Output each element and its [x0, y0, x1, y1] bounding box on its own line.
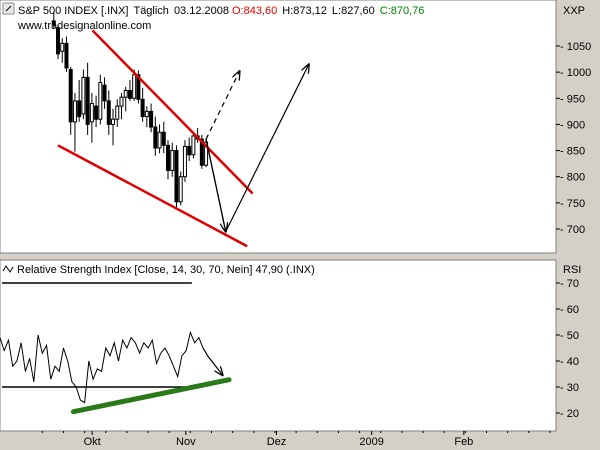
candle-body	[77, 100, 82, 118]
candle-body	[111, 118, 116, 125]
price-tick-label: - 900	[560, 119, 585, 131]
candle-body	[178, 176, 183, 203]
time-x-axis: Okt Nov Dez 2009 Feb	[41, 431, 551, 448]
candle-body	[123, 89, 128, 98]
rsi-tick-label: - 60	[560, 304, 579, 316]
rsi-tick-label: - 70	[560, 278, 579, 290]
price-header-low: L:827,60	[332, 5, 375, 17]
candle-body	[170, 150, 175, 171]
candle-body	[72, 100, 77, 123]
price-y-axis: - 700 - 750 - 800 - 850 - 900 - 950 - 1000 - 10…	[555, 0, 591, 253]
x-tick-label: Feb	[454, 436, 473, 448]
candle-body	[144, 110, 149, 118]
rsi-tick-label: - 20	[560, 408, 579, 420]
price-tick-label: - 850	[560, 146, 585, 158]
price-header: S&P 500 INDEX [.INX] Täglich 03.12.2008 O:8…	[18, 5, 424, 17]
candle-body	[98, 82, 103, 120]
candle-body	[191, 135, 196, 156]
x-tick-label: 2009	[359, 436, 383, 448]
candle-body	[182, 145, 187, 178]
price-tick-label: - 1050	[560, 41, 591, 53]
candle-body	[106, 100, 111, 125]
candle-body	[94, 105, 99, 120]
candle-body	[174, 150, 179, 203]
rsi-line	[0, 330, 204, 404]
watermark: www.tradesignalonline.com	[17, 20, 151, 32]
candle-body	[127, 89, 132, 99]
price-header-date: 03.12.2008	[174, 5, 229, 17]
candle-body	[166, 144, 171, 171]
rsi-tick-label: - 30	[560, 382, 579, 394]
x-tick-label: Nov	[176, 436, 196, 448]
rsi-tick-label: - 40	[560, 356, 579, 368]
candle-body	[64, 42, 69, 69]
candle-body	[204, 141, 209, 166]
rsi-series	[0, 282, 232, 415]
candle-body	[115, 105, 120, 120]
price-header-high: H:873,12	[282, 5, 327, 17]
candle-body	[119, 96, 124, 107]
price-header-close: C:870,76	[380, 5, 425, 17]
rsi-y-axis: - 20 - 30 - 40 - 50 - 60 - 70	[555, 260, 579, 431]
x-tick-label: Dez	[267, 436, 287, 448]
price-tick-label: - 700	[560, 224, 585, 236]
price-tick-label: - 750	[560, 198, 585, 210]
rsi-header: Relative Strength Index [Close, 14, 30, …	[17, 264, 315, 276]
candlestick-series	[51, 12, 209, 209]
candle-body	[51, 20, 56, 26]
price-tick-label: - 1000	[560, 67, 591, 79]
price-tick-label: - 950	[560, 93, 585, 105]
candle-body	[153, 126, 158, 149]
forecast-arrow-leg	[205, 138, 226, 232]
price-tick-label: - 800	[560, 172, 585, 184]
price-pane-marker-icon	[2, 2, 15, 15]
candle-body	[60, 42, 65, 52]
rsi-axis-label: RSI	[563, 264, 581, 276]
channel-line	[57, 144, 248, 248]
candle-body	[136, 74, 141, 100]
candle-body	[187, 145, 192, 156]
candle-body	[56, 27, 61, 55]
candle-body	[157, 131, 162, 149]
rsi-pane-marker-icon	[2, 265, 14, 273]
candle-body	[140, 98, 145, 118]
candle-body	[132, 74, 137, 99]
candle-body	[85, 76, 90, 125]
price-axis-label: XXP	[563, 5, 585, 17]
candle-body	[89, 103, 94, 123]
candle-body	[81, 76, 86, 115]
x-tick-label: Okt	[84, 436, 101, 448]
rsi-divergence-line	[70, 377, 232, 415]
candle-body	[149, 110, 154, 128]
rsi-forecast-arrow	[202, 347, 223, 375]
rsi-tick-label: - 50	[560, 330, 579, 342]
channel-line	[91, 29, 254, 195]
candle-body	[68, 69, 73, 123]
candle-body	[199, 138, 204, 166]
candle-body	[102, 84, 107, 102]
candle-body	[161, 131, 166, 146]
price-annotations	[57, 29, 309, 248]
forecast-arrow-dashed	[205, 71, 240, 140]
rsi-pane[interactable]	[0, 259, 557, 432]
price-header-open: O:843,60	[232, 5, 277, 17]
price-header-period: Täglich	[133, 5, 168, 17]
price-header-symbol: S&P 500 INDEX [.INX]	[18, 5, 128, 17]
